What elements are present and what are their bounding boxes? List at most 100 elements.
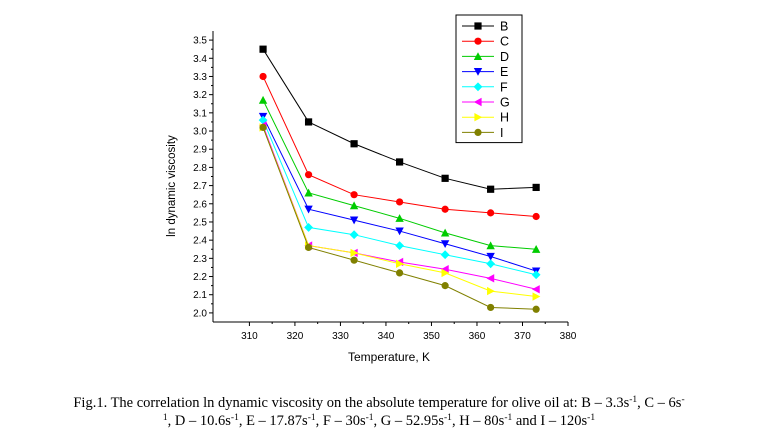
x-tick-label: 340 [378, 331, 395, 342]
caption-text-2: , C – 6s [637, 395, 682, 411]
data-point-B [396, 158, 404, 166]
legend-label: I [500, 126, 503, 140]
data-point-C [441, 205, 449, 213]
data-point-D [440, 228, 450, 237]
legend-label: D [500, 50, 509, 64]
data-point-H [441, 268, 450, 278]
line-chart: 2.0 2.1 2.2 2.3 2.4 2.5 2.6 2.7 2.8 2.9 3.0 3.1 3.2 3… [166, 14, 577, 364]
data-point-E [440, 240, 450, 248]
caption-sup-3: -1 [230, 413, 239, 423]
y-tick-label: 3.0 [193, 127, 207, 138]
data-point-I [350, 256, 358, 264]
y-tick-label: 2.4 [193, 236, 207, 247]
data-point-B [259, 45, 267, 53]
data-point-G [440, 265, 449, 274]
y-tick-label: 2.8 [193, 163, 207, 174]
y-tick-label: 3.4 [193, 54, 207, 65]
data-point-I [532, 305, 540, 313]
caption-line-1: Fig.1. The correlation ln dynamic viscos… [0, 394, 758, 412]
series-E [258, 112, 541, 276]
data-point-I [259, 123, 267, 131]
data-point-D [349, 201, 359, 210]
legend-marker [474, 37, 482, 45]
y-tick-label: 2.7 [193, 181, 207, 192]
caption-sup-7: -1 [504, 413, 513, 423]
legend-marker [473, 52, 483, 60]
data-point-E [486, 252, 495, 261]
x-tick-label: 310 [241, 331, 258, 342]
caption-text-3: , D – 10.6s [167, 413, 231, 429]
axes-layer: 2.0 2.1 2.2 2.3 2.4 2.5 2.6 2.7 2.8 2.9 3.0 3.1 3.2 3… [193, 31, 577, 342]
caption-text-7: , H – 80s [451, 413, 505, 429]
series-C [259, 72, 540, 221]
legend-marker [474, 22, 482, 30]
legend-label: F [500, 80, 508, 94]
y-tick-label: 2.2 [193, 272, 207, 283]
legend-label: G [500, 96, 510, 110]
legend-label: C [500, 35, 509, 49]
data-point-G [531, 285, 540, 294]
data-point-E [349, 216, 359, 225]
caption-sup-4: -1 [307, 413, 316, 423]
data-point-C [532, 212, 540, 221]
data-point-H [396, 259, 404, 268]
y-tick-label: 2.1 [193, 290, 207, 301]
caption-sup-5: -1 [365, 413, 374, 423]
y-axis-label: ln dynamic viscosity [166, 135, 178, 237]
legend-marker [473, 68, 483, 76]
caption-line-2: 1, D – 10.6s-1, E – 17.87s-1, F – 30s-1,… [0, 412, 758, 430]
x-tick-label: 320 [287, 331, 304, 342]
legend-item-F: F [462, 80, 508, 94]
legend-item-G: G [462, 96, 510, 110]
data-point-B [350, 140, 358, 148]
legend-item-H: H [462, 111, 509, 125]
data-point-D [258, 95, 268, 104]
legend-item-E: E [462, 65, 508, 79]
y-tick-label: 2.5 [193, 217, 207, 228]
data-point-E [395, 227, 404, 236]
x-tick-label: 380 [560, 331, 577, 342]
legend-label: H [500, 111, 509, 125]
caption-sup-8: -1 [587, 413, 596, 423]
data-point-H [532, 292, 541, 301]
data-point-H [487, 286, 495, 296]
legend-label: E [500, 65, 508, 79]
x-tick-label: 350 [423, 331, 440, 342]
data-point-I [304, 243, 313, 252]
data-point-B [441, 174, 449, 182]
data-point-D [304, 188, 313, 197]
legend-marker [474, 128, 482, 136]
series-I [259, 123, 540, 313]
figure-caption: Fig.1. The correlation ln dynamic viscos… [0, 394, 758, 430]
x-axis-label: Temperature, K [348, 350, 430, 364]
caption-sup-2b: 1 [162, 413, 168, 423]
y-tick-label: 3.5 [193, 36, 207, 47]
legend-item-C: C [462, 35, 509, 49]
series-line-F [262, 119, 537, 276]
series-D [258, 95, 541, 253]
data-point-I [396, 269, 404, 277]
data-point-B [304, 118, 313, 126]
data-point-F [486, 259, 496, 269]
series-G [258, 121, 540, 294]
caption-sup-2a: - [681, 395, 685, 405]
y-tick-label: 2.0 [193, 308, 207, 319]
data-point-F [349, 230, 359, 240]
caption-text-5: , F – 30s [315, 413, 366, 429]
data-point-C [304, 171, 313, 179]
legend-item-B: B [462, 20, 508, 34]
series-B [259, 45, 540, 193]
caption-text-4: , E – 17.87s [238, 413, 308, 429]
x-tick-label: 330 [332, 331, 349, 342]
legend-marker [473, 82, 483, 92]
data-point-C [350, 191, 358, 199]
data-point-E [304, 205, 313, 214]
data-point-F [304, 223, 313, 232]
y-tick-label: 3.1 [193, 108, 207, 119]
y-tick-label: 2.9 [193, 145, 207, 156]
data-point-D [531, 245, 541, 253]
data-point-B [487, 185, 495, 193]
y-tick-label: 3.2 [193, 90, 207, 101]
legend-box [455, 14, 523, 144]
